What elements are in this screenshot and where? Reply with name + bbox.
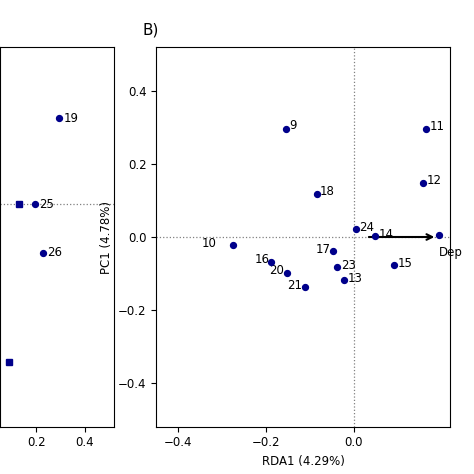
Point xyxy=(301,283,309,291)
Point xyxy=(283,269,291,276)
Text: 12: 12 xyxy=(427,174,442,187)
Text: 18: 18 xyxy=(320,185,335,198)
X-axis label: RDA1 (4.29%): RDA1 (4.29%) xyxy=(262,455,345,468)
Point xyxy=(329,247,337,255)
Point xyxy=(333,263,341,271)
Point xyxy=(267,258,275,265)
Point xyxy=(39,249,47,256)
Text: 24: 24 xyxy=(359,221,374,234)
Text: 9: 9 xyxy=(289,119,297,132)
Point xyxy=(340,276,348,284)
Point xyxy=(391,262,398,269)
Text: 15: 15 xyxy=(398,257,412,270)
Text: 14: 14 xyxy=(378,228,393,241)
Y-axis label: PC1 (4.78%): PC1 (4.78%) xyxy=(100,201,113,273)
Text: 26: 26 xyxy=(47,246,63,259)
Text: 21: 21 xyxy=(287,279,302,292)
Text: 23: 23 xyxy=(341,259,356,272)
Point xyxy=(371,232,379,240)
Point xyxy=(436,231,443,239)
Point xyxy=(55,114,63,122)
Text: 25: 25 xyxy=(39,198,55,211)
Text: 19: 19 xyxy=(64,111,79,125)
Point xyxy=(229,241,237,249)
Text: Dep: Dep xyxy=(439,246,463,259)
Text: 11: 11 xyxy=(430,120,445,133)
Text: 17: 17 xyxy=(315,243,330,255)
Text: 10: 10 xyxy=(201,237,217,250)
Point xyxy=(313,190,320,198)
Point xyxy=(282,126,290,133)
Point xyxy=(352,225,360,233)
Text: 13: 13 xyxy=(347,272,363,285)
Point xyxy=(31,201,39,208)
Text: B): B) xyxy=(142,23,159,38)
Text: 20: 20 xyxy=(270,264,284,277)
Point xyxy=(419,179,427,187)
Text: 16: 16 xyxy=(255,254,270,266)
Point xyxy=(422,126,430,133)
